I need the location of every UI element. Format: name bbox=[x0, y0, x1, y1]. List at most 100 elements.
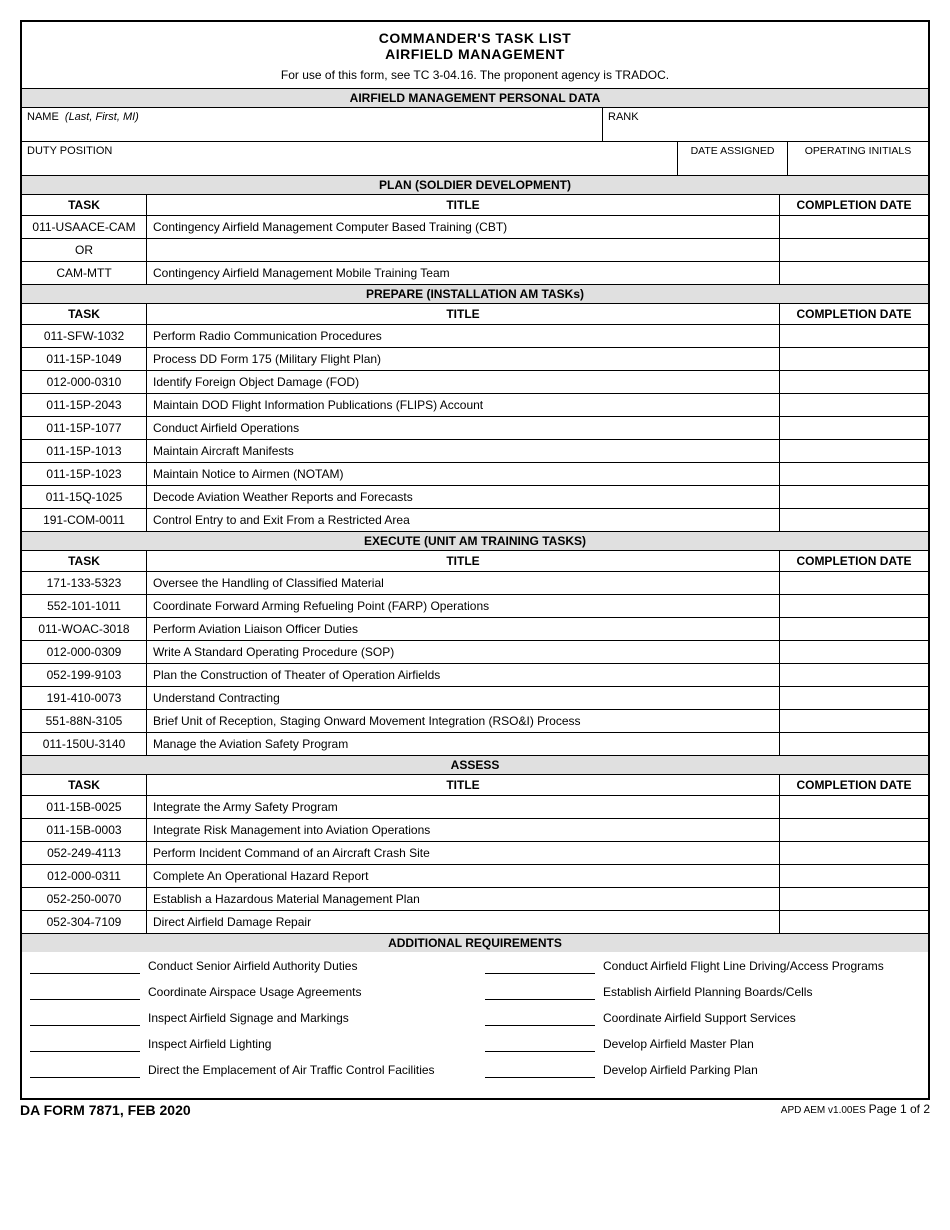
task-date[interactable] bbox=[780, 733, 928, 755]
rank-cell[interactable]: RANK bbox=[603, 108, 928, 141]
task-row: 052-304-7109Direct Airfield Damage Repai… bbox=[22, 911, 928, 934]
additional-input-line[interactable] bbox=[30, 1062, 140, 1078]
task-code: 011-15P-2043 bbox=[22, 394, 147, 416]
task-code: 011-150U-3140 bbox=[22, 733, 147, 755]
additional-input-line[interactable] bbox=[30, 958, 140, 974]
additional-input-line[interactable] bbox=[30, 1036, 140, 1052]
task-title-blank bbox=[147, 239, 780, 261]
additional-text: Inspect Airfield Lighting bbox=[148, 1037, 271, 1052]
additional-input-line[interactable] bbox=[30, 984, 140, 1000]
additional-item: Inspect Airfield Signage and Markings bbox=[30, 1010, 465, 1026]
plan-task-header: TASK bbox=[22, 195, 147, 215]
additional-row: Conduct Senior Airfield Authority Duties… bbox=[30, 958, 920, 974]
form-container: COMMANDER'S TASK LIST AIRFIELD MANAGEMEN… bbox=[20, 20, 930, 1100]
task-row: 011-15P-1023Maintain Notice to Airmen (N… bbox=[22, 463, 928, 486]
task-code: 191-410-0073 bbox=[22, 687, 147, 709]
additional-input-line[interactable] bbox=[485, 1010, 595, 1026]
task-date[interactable] bbox=[780, 842, 928, 864]
task-date[interactable] bbox=[780, 463, 928, 485]
task-code: 011-15P-1049 bbox=[22, 348, 147, 370]
task-date[interactable] bbox=[780, 440, 928, 462]
task-row: 011-15B-0003Integrate Risk Management in… bbox=[22, 819, 928, 842]
assess-header-row: TASK TITLE COMPLETION DATE bbox=[22, 775, 928, 796]
task-title: Plan the Construction of Theater of Oper… bbox=[147, 664, 780, 686]
task-date[interactable] bbox=[780, 819, 928, 841]
additional-item: Inspect Airfield Lighting bbox=[30, 1036, 465, 1052]
task-code: 052-199-9103 bbox=[22, 664, 147, 686]
task-row: 191-COM-0011Control Entry to and Exit Fr… bbox=[22, 509, 928, 532]
task-row: 011-150U-3140Manage the Aviation Safety … bbox=[22, 733, 928, 756]
execute-date-header: COMPLETION DATE bbox=[780, 551, 928, 571]
task-title: Understand Contracting bbox=[147, 687, 780, 709]
additional-row: Inspect Airfield LightingDevelop Airfiel… bbox=[30, 1036, 920, 1052]
task-date[interactable] bbox=[780, 595, 928, 617]
task-title: Maintain Aircraft Manifests bbox=[147, 440, 780, 462]
duty-cell[interactable]: DUTY POSITION bbox=[22, 142, 678, 175]
task-title: Direct Airfield Damage Repair bbox=[147, 911, 780, 933]
execute-task-header: TASK bbox=[22, 551, 147, 571]
additional-input-line[interactable] bbox=[485, 1036, 595, 1052]
plan-date-header: COMPLETION DATE bbox=[780, 195, 928, 215]
task-row: 012-000-0310Identify Foreign Object Dama… bbox=[22, 371, 928, 394]
task-date[interactable] bbox=[780, 239, 928, 261]
date-assigned-cell[interactable]: DATE ASSIGNED bbox=[678, 142, 788, 175]
task-title: Process DD Form 175 (Military Flight Pla… bbox=[147, 348, 780, 370]
task-title: Establish a Hazardous Material Managemen… bbox=[147, 888, 780, 910]
task-title: Maintain Notice to Airmen (NOTAM) bbox=[147, 463, 780, 485]
task-date[interactable] bbox=[780, 572, 928, 594]
task-date[interactable] bbox=[780, 687, 928, 709]
task-date[interactable] bbox=[780, 262, 928, 284]
task-date[interactable] bbox=[780, 371, 928, 393]
prepare-title-header: TITLE bbox=[147, 304, 780, 324]
additional-text: Conduct Airfield Flight Line Driving/Acc… bbox=[603, 959, 884, 974]
task-date[interactable] bbox=[780, 618, 928, 640]
prepare-header-row: TASK TITLE COMPLETION DATE bbox=[22, 304, 928, 325]
task-title: Contingency Airfield Management Mobile T… bbox=[147, 262, 780, 284]
task-row: 011-15Q-1025Decode Aviation Weather Repo… bbox=[22, 486, 928, 509]
task-row: 012-000-0309Write A Standard Operating P… bbox=[22, 641, 928, 664]
task-date[interactable] bbox=[780, 710, 928, 732]
task-date[interactable] bbox=[780, 865, 928, 887]
task-date[interactable] bbox=[780, 509, 928, 531]
additional-input-line[interactable] bbox=[30, 1010, 140, 1026]
task-code: 011-15P-1077 bbox=[22, 417, 147, 439]
footer-left: DA FORM 7871, FEB 2020 bbox=[20, 1102, 191, 1118]
task-row: 012-000-0311Complete An Operational Haza… bbox=[22, 865, 928, 888]
assess-section-header: ASSESS bbox=[22, 756, 928, 775]
task-code: 052-304-7109 bbox=[22, 911, 147, 933]
task-date[interactable] bbox=[780, 911, 928, 933]
rank-label: RANK bbox=[608, 111, 639, 123]
execute-title-header: TITLE bbox=[147, 551, 780, 571]
task-title: Perform Radio Communication Procedures bbox=[147, 325, 780, 347]
task-title: Complete An Operational Hazard Report bbox=[147, 865, 780, 887]
task-date[interactable] bbox=[780, 664, 928, 686]
task-date[interactable] bbox=[780, 394, 928, 416]
task-date[interactable] bbox=[780, 641, 928, 663]
task-code: 191-COM-0011 bbox=[22, 509, 147, 531]
initials-cell[interactable]: OPERATING INITIALS bbox=[788, 142, 928, 175]
task-title: Integrate Risk Management into Aviation … bbox=[147, 819, 780, 841]
duty-label: DUTY POSITION bbox=[27, 145, 112, 157]
task-date[interactable] bbox=[780, 486, 928, 508]
task-date[interactable] bbox=[780, 417, 928, 439]
task-date[interactable] bbox=[780, 888, 928, 910]
additional-text: Direct the Emplacement of Air Traffic Co… bbox=[148, 1063, 435, 1078]
header-title-1: COMMANDER'S TASK LIST bbox=[22, 30, 928, 46]
task-date[interactable] bbox=[780, 796, 928, 818]
task-date[interactable] bbox=[780, 325, 928, 347]
assess-rows: 011-15B-0025Integrate the Army Safety Pr… bbox=[22, 796, 928, 934]
additional-input-line[interactable] bbox=[485, 958, 595, 974]
additional-row: Coordinate Airspace Usage AgreementsEsta… bbox=[30, 984, 920, 1000]
task-code: 052-249-4113 bbox=[22, 842, 147, 864]
additional-input-line[interactable] bbox=[485, 1062, 595, 1078]
personal-section-header: AIRFIELD MANAGEMENT PERSONAL DATA bbox=[22, 89, 928, 108]
task-code: 011-15P-1013 bbox=[22, 440, 147, 462]
name-cell[interactable]: NAME (Last, First, MI) bbox=[22, 108, 603, 141]
task-date[interactable] bbox=[780, 216, 928, 238]
task-date[interactable] bbox=[780, 348, 928, 370]
assess-task-header: TASK bbox=[22, 775, 147, 795]
task-or: OR bbox=[22, 239, 147, 261]
additional-input-line[interactable] bbox=[485, 984, 595, 1000]
additional-item: Coordinate Airspace Usage Agreements bbox=[30, 984, 465, 1000]
task-row: 011-15P-1077Conduct Airfield Operations bbox=[22, 417, 928, 440]
